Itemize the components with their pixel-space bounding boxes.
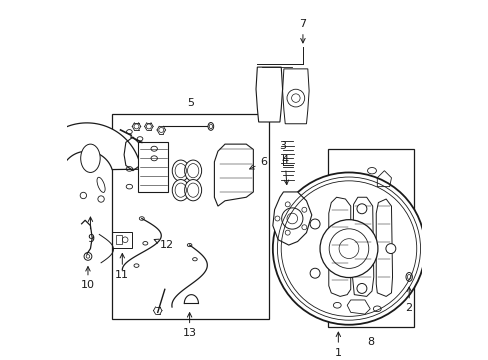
- Text: 12: 12: [154, 239, 174, 250]
- Text: 11: 11: [115, 253, 129, 280]
- Text: 4: 4: [281, 156, 288, 185]
- Ellipse shape: [172, 160, 189, 181]
- Text: 3: 3: [279, 141, 285, 151]
- Text: 5: 5: [186, 98, 194, 108]
- Text: 13: 13: [182, 313, 196, 338]
- Circle shape: [319, 220, 377, 278]
- Ellipse shape: [172, 180, 189, 201]
- Polygon shape: [256, 67, 282, 122]
- Polygon shape: [32, 123, 141, 203]
- Circle shape: [356, 283, 366, 293]
- Ellipse shape: [184, 160, 201, 181]
- Bar: [116, 235, 122, 244]
- Text: 6: 6: [249, 157, 267, 169]
- Ellipse shape: [97, 177, 105, 193]
- Bar: [111, 114, 269, 319]
- Text: 7: 7: [299, 19, 306, 43]
- Circle shape: [98, 196, 104, 202]
- Ellipse shape: [184, 180, 201, 201]
- Text: 10: 10: [81, 267, 95, 291]
- Polygon shape: [214, 144, 253, 206]
- Circle shape: [309, 268, 320, 278]
- Circle shape: [80, 192, 86, 199]
- Ellipse shape: [207, 122, 213, 130]
- Text: 1: 1: [334, 332, 341, 358]
- Bar: [327, 149, 414, 327]
- Bar: [138, 142, 168, 192]
- Polygon shape: [272, 192, 311, 245]
- Circle shape: [272, 172, 424, 325]
- Circle shape: [309, 219, 320, 229]
- Text: 2: 2: [405, 287, 412, 314]
- Bar: [112, 232, 132, 248]
- Ellipse shape: [81, 144, 100, 172]
- Text: 9: 9: [87, 217, 94, 244]
- Circle shape: [385, 244, 395, 253]
- Polygon shape: [282, 69, 308, 124]
- Circle shape: [356, 204, 366, 214]
- Text: 8: 8: [367, 337, 374, 347]
